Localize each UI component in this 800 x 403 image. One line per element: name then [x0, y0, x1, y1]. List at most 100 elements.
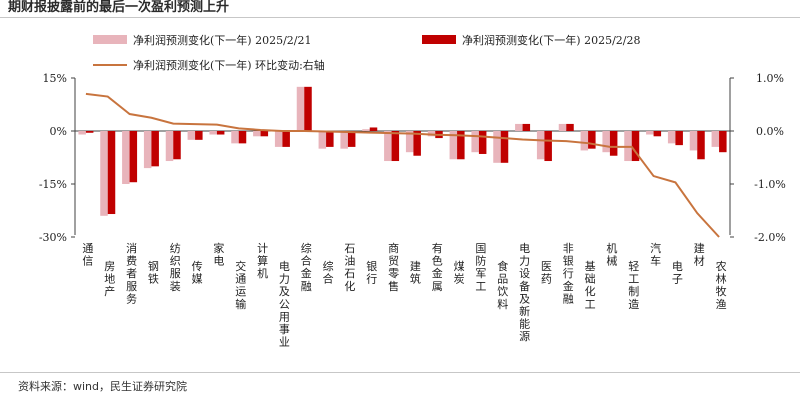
legend-label-series1: 净利润预测变化(下一年) 2025/2/21: [133, 33, 311, 47]
category-label: 商贸零售: [388, 241, 399, 293]
category-label: 银行: [366, 259, 377, 286]
category-label: 石油石化: [344, 242, 355, 293]
bar-series1: [253, 131, 261, 137]
category-label: 纺织服装: [170, 241, 181, 293]
bar-series1: [143, 131, 152, 169]
category-label: 建材: [694, 241, 705, 268]
bar-series2: [391, 131, 400, 162]
bar-series1: [558, 123, 567, 131]
category-label: 非银行金融: [563, 242, 574, 305]
bar-series2: [129, 131, 138, 183]
bar-series2: [173, 131, 181, 160]
source-divider: [0, 372, 800, 373]
bar-series1: [449, 131, 458, 160]
category-label: 国防军工: [475, 242, 486, 293]
bar-series2: [566, 123, 574, 131]
bar-series1: [362, 129, 370, 131]
bar-series2: [413, 131, 421, 156]
bar-series1: [711, 131, 720, 147]
bar-series2: [609, 131, 618, 156]
y-right-tick-label: 1.0%: [756, 72, 784, 85]
category-label: 食品饮料: [497, 259, 508, 311]
bar-series1: [296, 86, 305, 131]
y-right-tick-label: 0.0%: [756, 125, 784, 138]
bar-series2: [697, 131, 705, 160]
bar-series1: [340, 131, 348, 149]
bar-series2: [653, 131, 662, 137]
category-label: 通信: [82, 242, 93, 268]
bar-series2: [719, 131, 727, 153]
bar-series1: [515, 123, 523, 131]
bar-series2: [675, 131, 683, 146]
chart-title: 期财报披露前的最后一次盈利预测上升: [8, 0, 230, 15]
y-left-tick-label: -30%: [39, 231, 67, 244]
category-label: 传媒: [192, 260, 203, 286]
category-label: 机械: [606, 241, 617, 268]
bar-series1: [580, 131, 589, 151]
category-label: 农林牧渔: [716, 259, 727, 311]
line-series: [85, 92, 720, 238]
source-note: 资料来源：wind，民生证券研究院: [18, 380, 188, 393]
category-label: 轻工制造: [628, 259, 639, 311]
bar-series2: [522, 123, 531, 131]
y-left-tick-label: -15%: [39, 178, 67, 191]
bar-series1: [165, 131, 174, 162]
bar-series1: [231, 131, 239, 144]
legend: 净利润预测变化(下一年) 2025/2/21 净利润预测变化(下一年) 2025…: [93, 33, 640, 72]
bar-series2: [216, 131, 225, 135]
chart: 净利润预测变化(下一年) 2025/2/21 净利润预测变化(下一年) 2025…: [39, 33, 786, 349]
bar-series2: [195, 131, 203, 140]
bar-series2: [588, 131, 596, 149]
category-label: 交通运输: [235, 259, 246, 311]
category-label: 计算机: [257, 242, 268, 280]
bar-series1: [667, 131, 676, 144]
bar-series1: [646, 131, 654, 135]
bar-series1: [689, 131, 698, 151]
bar-series1: [493, 131, 501, 163]
category-label: 有色金属: [432, 241, 443, 293]
legend-label-series3: 净利润预测变化(下一年) 环比变动:右轴: [133, 58, 325, 72]
category-label: 综合: [323, 259, 334, 286]
bar-series2: [631, 131, 640, 162]
bar-series1: [122, 131, 130, 184]
bar-series1: [471, 131, 479, 153]
bar-series2: [304, 86, 312, 131]
bar-series1: [274, 131, 283, 147]
bar-series2: [500, 131, 509, 163]
title-divider: [0, 17, 800, 18]
category-label: 房地产: [104, 260, 115, 298]
bar-series1: [384, 131, 392, 162]
bar-series2: [238, 131, 247, 144]
axes: 15% 0% -15% -30% 1.0% 0.0% -1.0% -2.0%: [39, 72, 786, 244]
bars: [78, 86, 727, 216]
bar-series2: [326, 131, 334, 147]
category-label: 电子: [672, 260, 683, 286]
category-label: 电力设备及新能源: [519, 242, 530, 343]
category-label: 家电: [213, 241, 224, 268]
bar-series2: [457, 131, 465, 160]
bar-series1: [602, 131, 610, 153]
bar-series2: [85, 131, 94, 133]
bar-series1: [100, 131, 108, 216]
category-label: 建筑: [410, 259, 421, 286]
bar-series1: [187, 131, 196, 140]
y-left-tick-label: 0%: [50, 125, 67, 138]
y-right-tick-label: -1.0%: [754, 178, 786, 191]
bar-series1: [405, 131, 414, 153]
bar-series2: [369, 127, 378, 131]
category-label: 钢铁: [148, 260, 159, 286]
bar-series2: [347, 131, 356, 147]
bar-series1: [209, 131, 217, 135]
bar-series2: [544, 131, 552, 162]
legend-swatch-series2: [422, 35, 456, 44]
bar-series2: [151, 131, 159, 167]
bar-series2: [107, 131, 116, 215]
bar-series1: [536, 131, 545, 160]
bar-series1: [78, 131, 86, 135]
category-label: 电力及公用事业: [279, 260, 290, 349]
bar-series2: [260, 131, 269, 137]
y-right-tick-label: -2.0%: [754, 231, 786, 244]
y-left-tick-label: 15%: [43, 72, 67, 85]
legend-label-series2: 净利润预测变化(下一年) 2025/2/28: [462, 33, 640, 47]
